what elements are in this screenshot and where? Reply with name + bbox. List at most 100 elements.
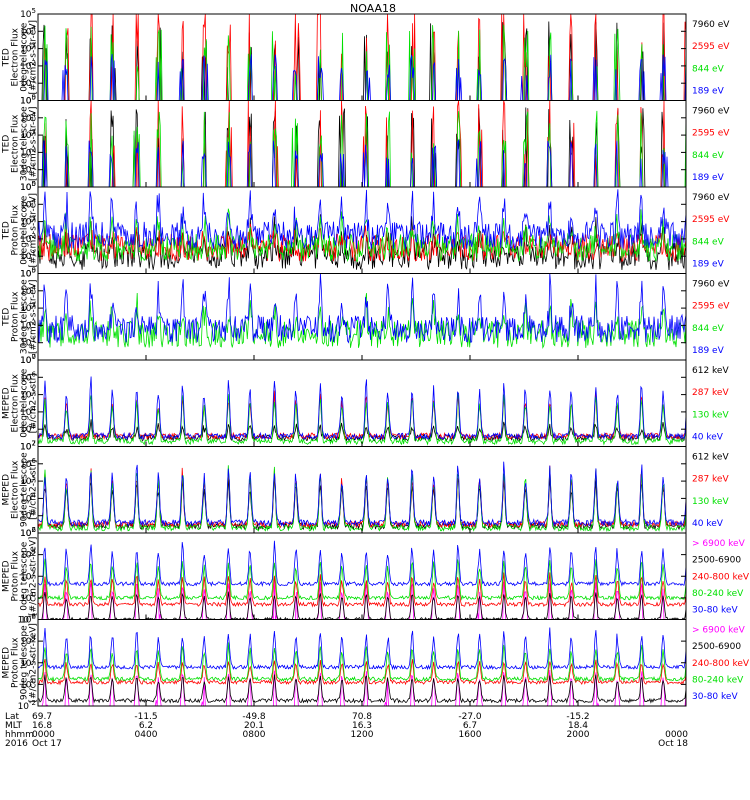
panel-8-legend-entry: > 6900 keV	[692, 626, 746, 636]
panel-5-ylabel: MEPEDElectron Flux0deg telescope[#/cm2-s…	[2, 368, 39, 438]
panel-2-ytick-label: 103	[20, 128, 36, 141]
panel-8-ytick-label: 104	[20, 634, 36, 647]
panel-4-ytick-label: 103	[20, 301, 36, 314]
panel-8-ytick-label: 106	[20, 613, 36, 626]
panel-2-ytick-label: 105	[20, 94, 36, 107]
x-tick-mlt-label: 20.1	[244, 721, 264, 731]
x-tick-hhmm-label: 0400	[135, 730, 158, 740]
panel-4-legend-entry: 189 eV	[692, 346, 725, 356]
panel-1-ytick-label: 105	[20, 7, 36, 20]
panel-3-ytick-label: 100	[20, 267, 36, 280]
panel-4-ytick-label: 100	[20, 353, 36, 366]
panel-7-ytick-label: 100	[20, 591, 36, 604]
panel-3-series-3-line	[38, 208, 686, 263]
panel-8-ytick-label: 100	[20, 677, 36, 690]
panel-4-ylabel: TEDProton Flux30deg telescope[#/cm2-s-st…	[2, 279, 39, 354]
x-tick-mlt-label: 16.8	[32, 721, 52, 731]
panel-7-ytick-label: 10-2	[18, 613, 36, 626]
panel-3-series-4-line	[38, 189, 686, 250]
panel-5-legend-entry: 612 keV	[692, 366, 729, 376]
panel-3-ytick-label: 103	[20, 215, 36, 228]
panel-4-legend-entry: 2595 eV	[692, 302, 730, 312]
panel-2-ylabel: TEDElectron Flux30deg telescope[#/cm2-s-…	[2, 106, 39, 181]
panel-1-legend-entry: 189 eV	[692, 87, 725, 97]
panel-5-ytick-label: 102	[20, 440, 36, 453]
panel-7-legend-entry: 240-800 keV	[692, 572, 750, 582]
panel-6-series-4-line	[38, 461, 686, 527]
panel-6-series-2-line	[38, 465, 686, 529]
x-tick-lat-label: -15.2	[566, 712, 589, 722]
x-tick-lat-label: -11.5	[134, 712, 157, 722]
panel-1-ytick-label: 101	[20, 76, 36, 89]
panel-5-ytick-label: 107	[20, 353, 36, 366]
figure-title: NOAA18	[350, 2, 396, 15]
x-row-label-hhmm: hhmm	[5, 730, 34, 740]
panel-4-series-3-line	[38, 292, 686, 349]
x-tick-mlt-label: 18.4	[568, 721, 588, 731]
panel-1-legend-entry: 7960 eV	[692, 20, 730, 30]
panel-8-legend-entry: 2500-6900	[692, 642, 741, 652]
panel-1-ytick-label: 104	[20, 24, 36, 37]
panel-6-legend-entry: 287 keV	[692, 475, 729, 485]
panel-3-legend-entry: 2595 eV	[692, 215, 730, 225]
panel-8-series-4-line	[38, 642, 686, 683]
panel-2-legend-entry: 844 eV	[692, 151, 725, 161]
panel-6-ytick-label: 102	[20, 526, 36, 539]
panel-2-legend-entry: 7960 eV	[692, 107, 730, 117]
panel-5-ytick-label: 103	[20, 422, 36, 435]
panel-3-legend-entry: 189 eV	[692, 260, 725, 270]
panel-3-legend-entry: 7960 eV	[692, 193, 730, 203]
x-tick-lat-label: -27.0	[458, 712, 482, 722]
panel-5-ytick-label: 106	[20, 370, 36, 383]
panel-1-ytick-label: 100	[20, 94, 36, 107]
panel-2-legend-entry: 189 eV	[692, 173, 725, 183]
panel-4-legend-entry: 7960 eV	[692, 280, 730, 290]
x-tick-hhmm-label: 0000	[665, 730, 688, 740]
x-tick-lat-label: 69.7	[32, 712, 52, 722]
panel-2-ytick-label: 104	[20, 111, 36, 124]
panel-6-legend-entry: 130 keV	[692, 497, 729, 507]
panel-3-ytick-label: 104	[20, 197, 36, 210]
panel-5-legend-entry: 40 keV	[692, 433, 724, 443]
panel-7-ytick-label: 102	[20, 569, 36, 582]
panel-6-ytick-label: 106	[20, 457, 36, 470]
panel-4-ytick-label: 102	[20, 318, 36, 331]
panel-1-ylabel: TEDElectron Flux0deg telescope[#/cm2-s-s…	[2, 20, 39, 95]
panel-2-ytick-label: 100	[20, 180, 36, 193]
panel-1-legend-entry: 2595 eV	[692, 42, 730, 52]
panel-8-series-5-line	[38, 627, 686, 671]
x-tick-date-label: Oct 18	[658, 739, 688, 749]
x-row-label-mlt: MLT	[5, 721, 23, 731]
panel-7-legend-entry: 80-240 keV	[692, 589, 744, 599]
panel-7-series-3-line	[38, 572, 686, 608]
panel-8-legend-entry: 240-800 keV	[692, 659, 750, 669]
panel-7-legend-entry: 30-80 keV	[692, 606, 738, 616]
panel-6-legend-entry: 40 keV	[692, 519, 724, 529]
panel-3-plot-area	[38, 189, 686, 271]
panel-6-ylabel: MEPEDElectron Flux90deg telescope[#/cm2-…	[2, 452, 39, 527]
panel-8-ytick-label: 102	[20, 656, 36, 669]
panel-7-legend-entry: > 6900 keV	[692, 539, 746, 549]
panel-1-legend-entry: 844 eV	[692, 64, 725, 74]
panel-4-legend-entry: 844 eV	[692, 324, 725, 334]
x-tick-hhmm-label: 2000	[567, 730, 590, 740]
panel-7-series-5-line	[38, 540, 686, 587]
panel-6-legend-entry: 612 keV	[692, 453, 729, 463]
panel-5-legend-entry: 130 keV	[692, 410, 729, 420]
panel-3-ytick-label: 105	[20, 180, 36, 193]
panel-4-series-4-line	[38, 273, 686, 345]
panel-4-ytick-label: 105	[20, 267, 36, 280]
x-tick-hhmm-label: 0000	[32, 730, 55, 740]
x-tick-lat-label: -49.8	[242, 712, 266, 722]
panel-7-series-4-line	[38, 558, 686, 601]
panel-8-legend-entry: 80-240 keV	[692, 675, 744, 685]
panel-2-ytick-label: 102	[20, 145, 36, 158]
panel-8-legend-entry: 30-80 keV	[692, 692, 738, 702]
